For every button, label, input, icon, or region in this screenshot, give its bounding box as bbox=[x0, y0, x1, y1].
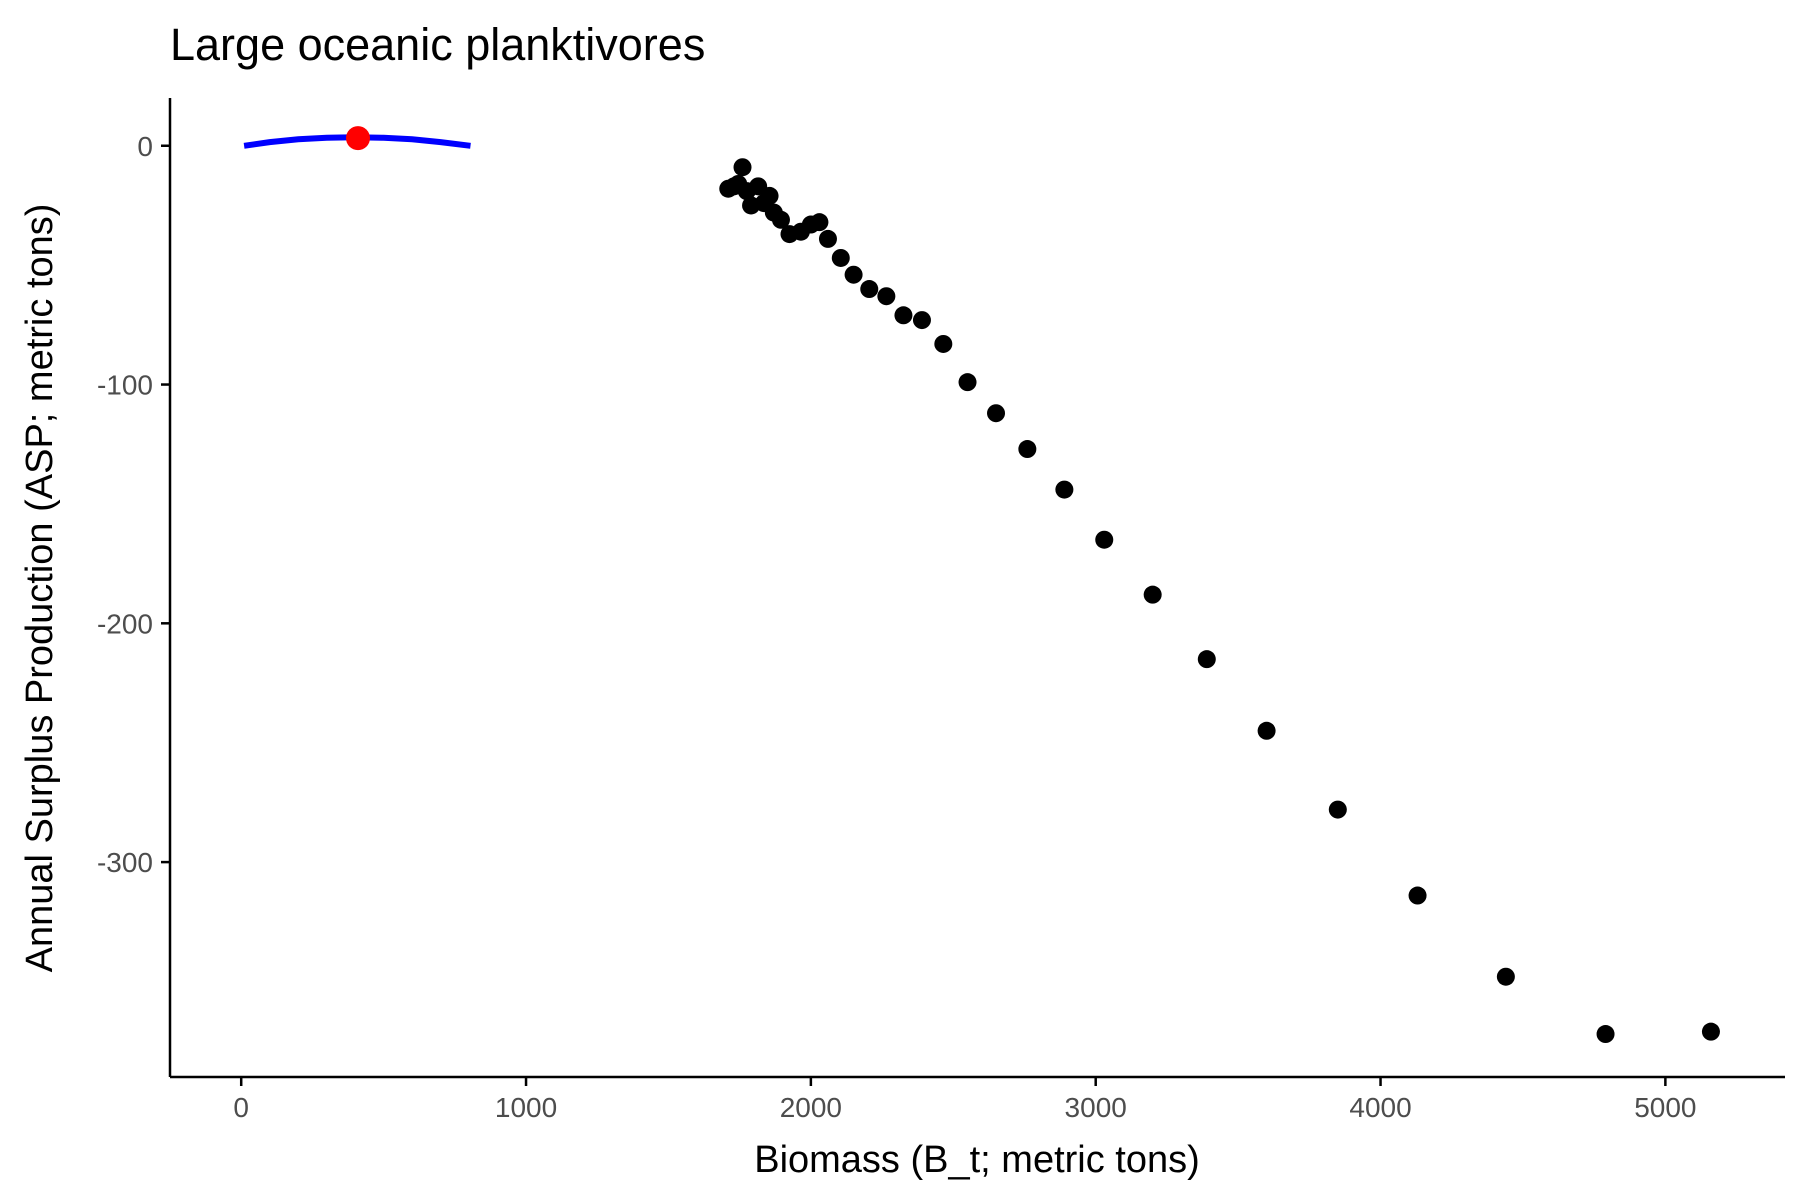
data-point bbox=[1328, 800, 1347, 819]
data-point bbox=[877, 287, 896, 306]
data-point bbox=[1257, 721, 1276, 740]
x-tick-label: 2000 bbox=[780, 1092, 842, 1123]
y-tick-label: -100 bbox=[97, 370, 153, 401]
x-tick-label: 1000 bbox=[495, 1092, 557, 1123]
y-tick-label: -200 bbox=[97, 608, 153, 639]
data-point bbox=[860, 280, 879, 299]
data-point bbox=[1496, 967, 1515, 986]
data-point bbox=[780, 225, 799, 244]
data-point bbox=[1095, 530, 1114, 549]
data-point bbox=[934, 334, 953, 353]
data-point bbox=[1197, 650, 1216, 669]
x-axis-title: Biomass (B_t; metric tons) bbox=[754, 1139, 1200, 1181]
x-tick-label: 3000 bbox=[1065, 1092, 1127, 1123]
x-tick-label: 0 bbox=[233, 1092, 249, 1123]
data-point bbox=[1701, 1022, 1720, 1041]
x-axis-ticks: 0 1000 2000 3000 4000 5000 bbox=[233, 1077, 1697, 1123]
data-point bbox=[1596, 1025, 1615, 1044]
data-marks bbox=[243, 126, 1720, 1044]
data-point bbox=[912, 311, 931, 330]
data-point bbox=[1408, 886, 1427, 905]
data-point bbox=[818, 229, 837, 248]
data-point bbox=[894, 306, 913, 325]
data-point bbox=[719, 179, 738, 198]
chart-title: Large oceanic planktivores bbox=[170, 19, 705, 70]
y-tick-label: 0 bbox=[137, 131, 153, 162]
data-point bbox=[1018, 440, 1037, 459]
data-point bbox=[742, 196, 761, 215]
data-point bbox=[1055, 480, 1074, 499]
data-point bbox=[831, 248, 850, 267]
x-tick-label: 5000 bbox=[1634, 1092, 1696, 1123]
y-axis-ticks: 0 -100 -200 -300 bbox=[97, 131, 170, 878]
data-point bbox=[987, 404, 1006, 423]
data-point bbox=[1143, 585, 1162, 604]
y-tick-label: -300 bbox=[97, 847, 153, 878]
x-tick-label: 4000 bbox=[1349, 1092, 1411, 1123]
data-point bbox=[844, 265, 863, 284]
data-point bbox=[958, 373, 977, 392]
plot-panel bbox=[243, 126, 1720, 1044]
msy-point bbox=[345, 126, 370, 151]
data-point bbox=[733, 158, 752, 177]
y-axis-title: Annual Surplus Production (ASP; metric t… bbox=[19, 204, 61, 973]
